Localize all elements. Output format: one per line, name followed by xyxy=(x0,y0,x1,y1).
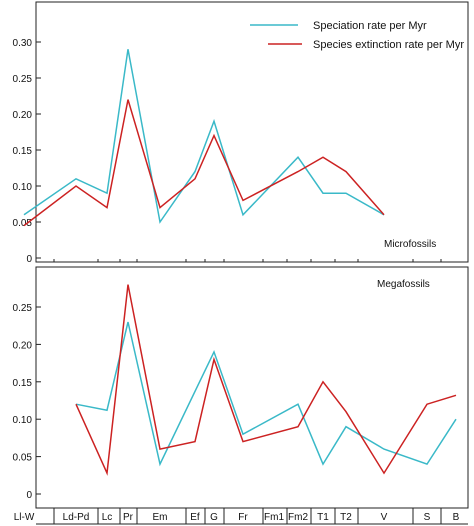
bottom-y-tick-label: 0.10 xyxy=(13,415,33,426)
bottom-y-axis: 0 0.05 0.10 0.15 0.20 0.25 xyxy=(13,303,41,501)
top-y-axis: 0 0.05 0.10 0.15 0.20 0.25 0.30 xyxy=(13,38,41,265)
x-tick-label: Fm2 xyxy=(288,512,308,523)
bottom-y-tick-label: 0 xyxy=(26,490,32,501)
x-tick-label: Lc xyxy=(102,512,113,523)
x-tick-label: Ef xyxy=(190,512,200,523)
x-axis-strip: Ll-W Ld-Pd Lc Pr Em Ef G Fr Fm1 Fm2 T1 T2 V S B xyxy=(14,259,468,525)
top-plot-area xyxy=(23,49,385,227)
x-tick-label: Ld-Pd xyxy=(63,512,90,523)
bottom-y-tick-label: 0.15 xyxy=(13,378,33,389)
top-y-tick-label: 0.15 xyxy=(13,146,33,157)
top-series-line-extinction xyxy=(23,99,385,227)
bottom-series-line-extinction xyxy=(75,284,457,476)
x-tick-label: Fm1 xyxy=(264,512,284,523)
top-y-tick-label: 0.05 xyxy=(13,218,33,229)
top-panel-label: Microfossils xyxy=(384,239,436,250)
x-tick-label: T1 xyxy=(317,512,329,523)
x-tick-label: Fr xyxy=(238,512,248,523)
x-tick-label: Em xyxy=(153,512,168,523)
top-y-tick-label: 0.25 xyxy=(13,74,33,85)
top-series-line-speciation xyxy=(23,49,385,224)
top-y-tick-label: 0.10 xyxy=(13,182,33,193)
legend: Speciation rate per Myr Species extincti… xyxy=(250,20,464,51)
bottom-y-tick-label: 0.05 xyxy=(13,453,33,464)
bottom-series-line-speciation xyxy=(75,321,457,467)
x-tick-label: V xyxy=(381,512,388,523)
bottom-y-tick-label: 0.25 xyxy=(13,303,33,314)
x-tick-label: Pr xyxy=(123,512,134,523)
x-tick-label: Ll-W xyxy=(14,512,35,523)
bottom-y-tick-label: 0.20 xyxy=(13,340,33,351)
x-tick-label: S xyxy=(424,512,431,523)
bottom-panel-frame xyxy=(35,266,469,509)
x-tick-label: G xyxy=(210,512,218,523)
top-y-tick-label: 0.30 xyxy=(13,38,33,49)
bottom-panel-label: Megafossils xyxy=(377,279,430,290)
top-y-tick-label: 0.20 xyxy=(13,110,33,121)
bottom-plot-area xyxy=(75,284,457,476)
legend-label-extinction: Species extinction rate per Myr xyxy=(313,39,464,51)
legend-label-speciation: Speciation rate per Myr xyxy=(313,20,427,32)
x-tick-label: B xyxy=(453,512,460,523)
x-tick-label: T2 xyxy=(340,512,352,523)
top-y-tick-label: 0 xyxy=(26,254,32,265)
top-panel-frame xyxy=(35,1,469,263)
